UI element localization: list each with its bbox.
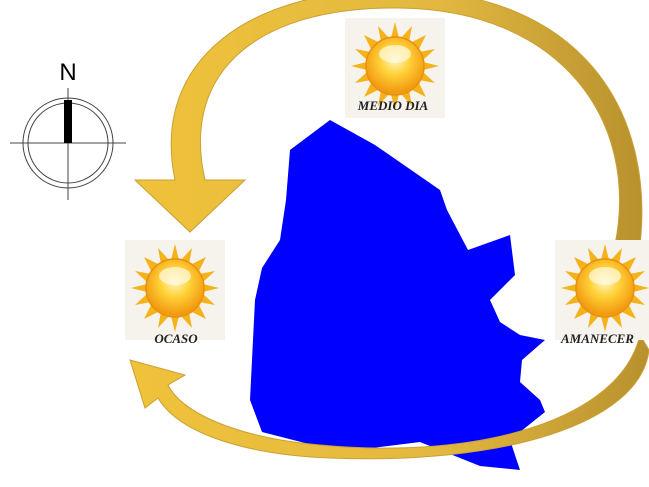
sun-label: MEDIO DIA [357,98,429,113]
arc-arrow-top [133,0,643,246]
arc-arrow-bottom [129,333,649,460]
compass: N [10,59,126,200]
sun-label: AMANECER [560,331,634,346]
compass-label: N [59,59,76,86]
territory-shape [250,120,545,470]
sun-amanecer: AMANECER [554,239,649,346]
sun-medio-dia: MEDIO DIA [344,17,446,119]
sun-ocaso: OCASO [124,239,226,346]
sun-label: OCASO [154,331,198,346]
